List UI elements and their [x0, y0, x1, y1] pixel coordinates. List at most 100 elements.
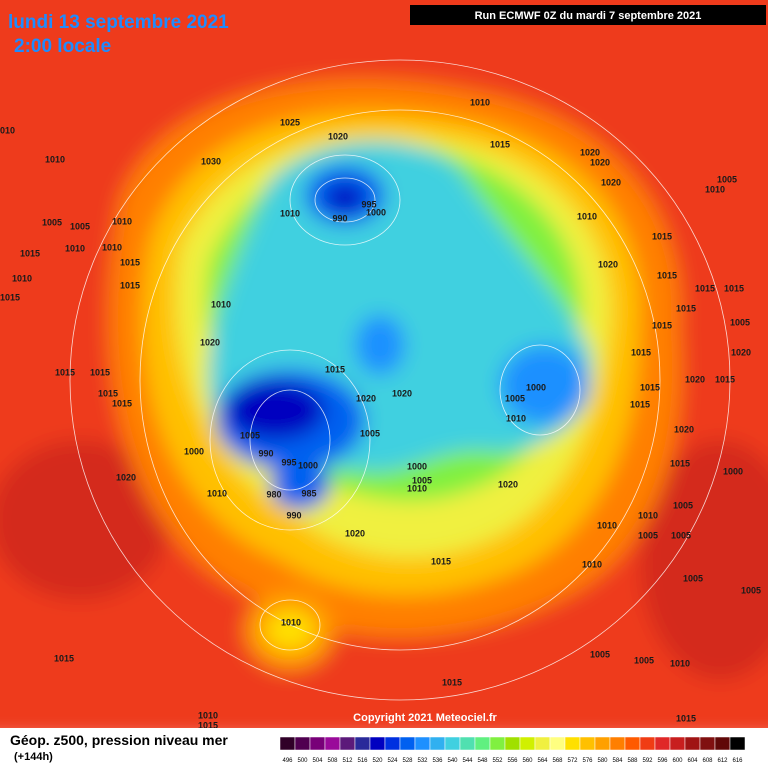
color-legend: 496 500 504 508 512 516 520 524 528 532 536 540 544 5… [279, 736, 746, 764]
isobar-label: 1005 [70, 221, 90, 231]
isobar-label: 1015 [325, 364, 345, 374]
copyright: Copyright 2021 Meteociel.fr [353, 712, 497, 724]
legend-tick-label: 564 [537, 758, 548, 764]
legend-swatch [444, 736, 461, 751]
isobar-label: 1005 [671, 530, 691, 540]
isobar-label: 1025 [280, 117, 300, 127]
legend-swatch [399, 736, 416, 751]
isobar-label: 995 [361, 199, 376, 209]
legend-tick-label: 604 [687, 758, 698, 764]
isobar-label: 1010 [597, 520, 617, 530]
legend-tick-label: 528 [402, 758, 413, 764]
legend-swatch [654, 736, 671, 751]
isobar-label: 1015 [120, 257, 140, 267]
isobar-label: 1015 [724, 283, 744, 293]
legend-tick-label: 568 [552, 758, 563, 764]
isobar-label: 1005 [42, 217, 62, 227]
isobar-label: 1020 [116, 472, 136, 482]
isobar-label: 1020 [674, 424, 694, 434]
legend-swatch [669, 736, 686, 751]
isobar-lines [69, 59, 731, 701]
run-label: Run ECMWF 0Z du mardi 7 septembre 2021 [475, 10, 702, 22]
isobar-label: 1020 [731, 347, 751, 357]
isobar-label: 1020 [498, 479, 518, 489]
legend-tick-label: 540 [447, 758, 458, 764]
isobar-label: 1015 [652, 231, 672, 241]
isobar-label: 1015 [98, 388, 118, 398]
isobar-label: 1015 [120, 280, 140, 290]
isobar-label: 1000 [366, 207, 386, 217]
legend-tick-label: 596 [657, 758, 668, 764]
legend-tick-label: 496 [282, 758, 293, 764]
map-field [0, 0, 768, 740]
isobar-label: 1015 [670, 458, 690, 468]
isobar-label: 1020 [598, 259, 618, 269]
legend-swatch [504, 736, 521, 751]
isobar-label: 1005 [634, 655, 654, 665]
isobar-label: 1020 [580, 147, 600, 157]
legend-tick-label: 516 [357, 758, 368, 764]
legend-swatch [609, 736, 626, 751]
isobar-label: 1010 [211, 299, 231, 309]
isobar-label: 1015 [631, 347, 651, 357]
isobar-labels: 1010102510201015102010201030101010101005… [0, 97, 761, 730]
legend-swatch [639, 736, 656, 751]
isobar-label: 990 [332, 213, 347, 223]
isobar-label: 1010 [102, 242, 122, 252]
isobar-label: 990 [258, 448, 273, 458]
legend-swatch [279, 736, 296, 751]
isobar-label: 1010 [582, 559, 602, 569]
isobar-label: 1015 [0, 292, 20, 302]
isobar-label: 985 [301, 488, 316, 498]
isobar-label: 1005 [673, 500, 693, 510]
legend-tick-label: 612 [717, 758, 728, 764]
date-title: lundi 13 septembre 2021 [8, 12, 229, 33]
legend-tick-label: 608 [702, 758, 713, 764]
legend-swatch [564, 736, 581, 751]
legend-tick-label: 508 [327, 758, 338, 764]
legend-swatch [684, 736, 701, 751]
isobar-label: 1005 [360, 428, 380, 438]
isobar-label: 1020 [601, 177, 621, 187]
isobar-label: 1000 [184, 446, 204, 456]
legend-swatch [384, 736, 401, 751]
time-title: 2:00 locale [14, 36, 111, 57]
legend-tick-label: 580 [597, 758, 608, 764]
isobar-label: 1015 [54, 653, 74, 663]
legend-swatch [459, 736, 476, 751]
isobar-label: 1020 [392, 388, 412, 398]
isobar-label: 1020 [328, 131, 348, 141]
isobar-label: 1020 [685, 374, 705, 384]
legend-swatch [549, 736, 566, 751]
isobar-label: 1000 [298, 460, 318, 470]
legend-tick-label: 520 [372, 758, 383, 764]
isobar-label: 1015 [198, 720, 218, 730]
isobar-label: 1010 [198, 710, 218, 720]
legend-swatch [294, 736, 311, 751]
footer-lead: (+144h) [14, 751, 53, 763]
isobar-label: 1010 [0, 125, 15, 135]
legend-tick-label: 584 [612, 758, 623, 764]
legend-swatch [579, 736, 596, 751]
legend-swatch [699, 736, 716, 751]
isobar-label: 1015 [90, 367, 110, 377]
isobar-label: 1010 [670, 658, 690, 668]
isobar-label: 1005 [590, 649, 610, 659]
isobar-label: 1010 [12, 273, 32, 283]
legend-tick-label: 536 [432, 758, 443, 764]
isobar-label: 1015 [676, 303, 696, 313]
legend-swatch [429, 736, 446, 751]
isobar-label: 1005 [717, 174, 737, 184]
legend-swatch [324, 736, 341, 751]
isobar-label: 1005 [638, 530, 658, 540]
isobar-label: 1000 [407, 461, 427, 471]
run-box [410, 5, 766, 25]
isobar-label: 1015 [715, 374, 735, 384]
isobar-label: 1020 [345, 528, 365, 538]
isobar-label: 1015 [490, 139, 510, 149]
isobar-label: 1010 [506, 413, 526, 423]
legend-tick-label: 512 [342, 758, 353, 764]
isobar-label: 1015 [20, 248, 40, 258]
legend-swatch [594, 736, 611, 751]
